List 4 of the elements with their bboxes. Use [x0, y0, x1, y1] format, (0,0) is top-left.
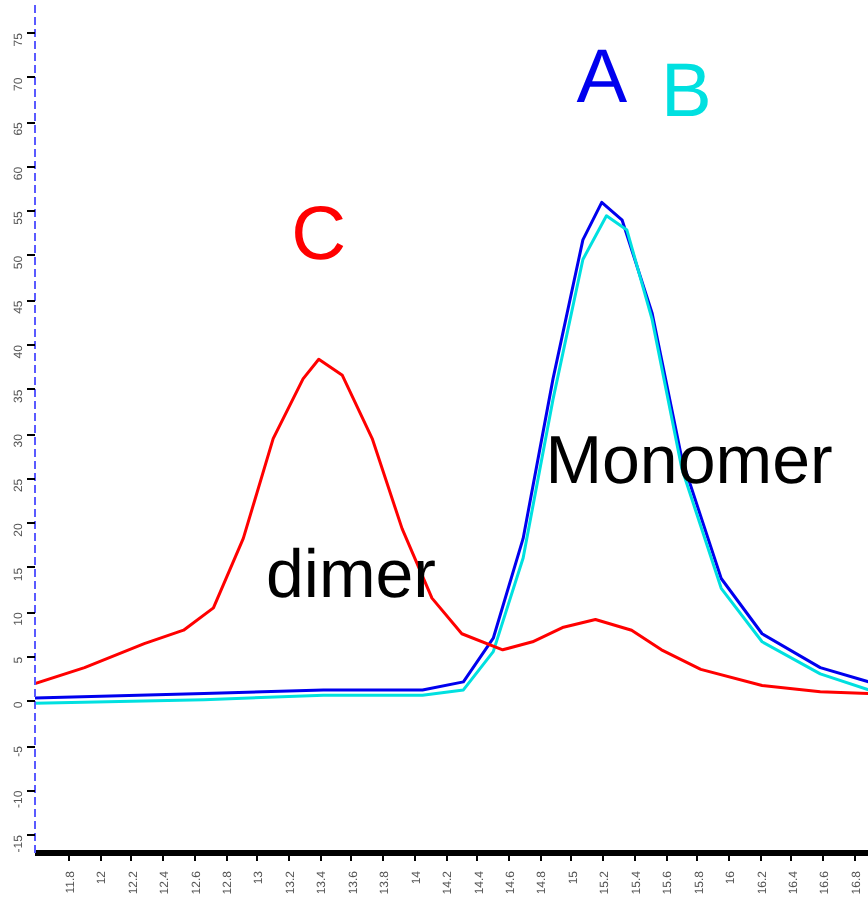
series-label: B — [661, 49, 712, 134]
series-label: A — [576, 36, 629, 121]
line-series — [35, 357, 868, 695]
series-label: C — [291, 193, 347, 278]
